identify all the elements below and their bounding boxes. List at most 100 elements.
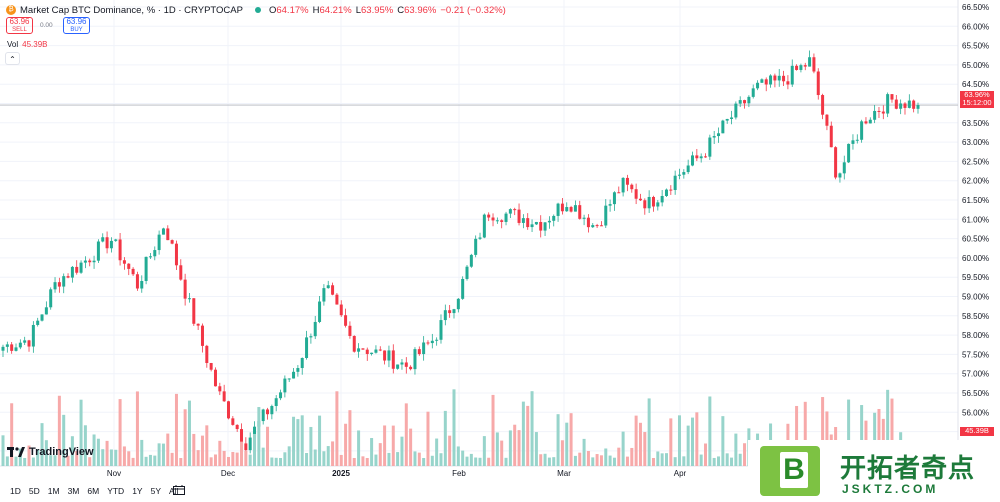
- volume-bar: [847, 399, 851, 466]
- candle-body: [764, 79, 768, 85]
- candle-body: [474, 238, 478, 255]
- volume-bar: [170, 452, 174, 466]
- volume-bar: [96, 438, 100, 466]
- volume-bar: [274, 457, 278, 466]
- volume-bar: [209, 457, 213, 466]
- candle-body: [604, 205, 608, 226]
- volume-bar: [664, 453, 668, 466]
- candle-body: [400, 362, 404, 365]
- candle-body: [591, 225, 595, 228]
- candle-body: [18, 342, 22, 348]
- y-tick-label: 57.50%: [962, 350, 989, 359]
- range-1m[interactable]: 1M: [47, 486, 60, 496]
- candle-body: [691, 155, 695, 166]
- candle-body: [669, 189, 673, 191]
- candle-body: [677, 174, 681, 176]
- candle-body: [213, 369, 217, 387]
- candle-body: [808, 57, 812, 67]
- candle-body: [287, 378, 291, 380]
- volume-bar: [135, 391, 139, 466]
- volume-bar: [591, 457, 595, 466]
- volume-bar: [660, 453, 664, 466]
- y-tick-label: 56.50%: [962, 389, 989, 398]
- volume-bar: [118, 399, 122, 466]
- calendar-icon[interactable]: [173, 485, 185, 495]
- volume-bar: [322, 451, 326, 466]
- candle-body: [174, 243, 178, 266]
- volume-bar: [387, 452, 391, 466]
- buy-button[interactable]: 63.96 BUY: [63, 17, 90, 34]
- candle-body: [851, 140, 855, 144]
- candle-body: [183, 279, 187, 299]
- x-tick-label: Nov: [107, 469, 121, 478]
- range-5y[interactable]: 5Y: [150, 486, 161, 496]
- sell-button[interactable]: 63.96 SELL: [6, 17, 33, 34]
- y-tick-label: 62.00%: [962, 177, 989, 186]
- volume-bar: [508, 430, 512, 466]
- volume-bar: [213, 454, 217, 466]
- volume-bar: [335, 391, 339, 466]
- candle-body: [656, 202, 660, 207]
- volume-bar: [92, 434, 96, 466]
- candle-body: [595, 225, 599, 227]
- volume-bar: [422, 457, 426, 466]
- volume-bar: [439, 453, 443, 466]
- candle-body: [565, 207, 569, 212]
- candle-body: [539, 221, 543, 231]
- range-6m[interactable]: 6M: [87, 486, 100, 496]
- candle-body: [717, 133, 721, 137]
- candle-body: [53, 282, 57, 290]
- candle-body: [881, 111, 885, 114]
- candle-body: [747, 96, 751, 104]
- symbol-title[interactable]: Market Cap BTC Dominance, % · 1D · CRYPT…: [20, 4, 243, 16]
- candle-body: [88, 260, 92, 263]
- range-ytd[interactable]: YTD: [107, 486, 125, 496]
- volume-bar: [101, 449, 105, 466]
- candle-body: [396, 364, 400, 369]
- candle-body: [361, 348, 365, 350]
- range-1y[interactable]: 1Y: [132, 486, 143, 496]
- candle-body: [335, 294, 339, 305]
- volume-bar: [153, 455, 157, 466]
- candle-body: [435, 339, 439, 341]
- candle-body: [916, 105, 920, 109]
- candle-body: [27, 340, 31, 347]
- volume-bar: [279, 458, 283, 466]
- candle-body: [756, 82, 760, 89]
- range-5d[interactable]: 5D: [28, 486, 40, 496]
- volume-bar: [474, 457, 478, 466]
- candle-body: [344, 315, 348, 326]
- candle-body: [699, 156, 703, 159]
- candle-body: [873, 110, 877, 120]
- collapse-legend-button[interactable]: ⌃: [5, 52, 20, 65]
- volume-bar: [187, 400, 191, 466]
- candle-body: [838, 173, 842, 178]
- volume-bar: [44, 440, 48, 466]
- candle-body: [704, 156, 708, 158]
- candle-body: [634, 189, 638, 199]
- volume-bar: [621, 431, 625, 466]
- watermark-logo-icon: B: [760, 446, 820, 496]
- ohlc-high-value: 64.21%: [319, 4, 352, 16]
- tradingview-logo[interactable]: TradingView: [7, 446, 94, 458]
- candle-body: [313, 321, 317, 337]
- candle-body: [517, 209, 521, 223]
- range-3m[interactable]: 3M: [67, 486, 80, 496]
- volume-bar: [534, 432, 538, 466]
- candle-body: [556, 203, 560, 216]
- candle-body: [122, 260, 126, 264]
- candle-body: [456, 298, 460, 310]
- volume-legend[interactable]: Vol 45.39B: [7, 40, 47, 49]
- volume-bar: [205, 425, 209, 466]
- volume-bar: [721, 416, 725, 466]
- range-1d[interactable]: 1D: [10, 486, 21, 496]
- volume-bar: [643, 432, 647, 466]
- candle-body: [96, 241, 100, 261]
- candle-body: [534, 221, 538, 225]
- candle-body: [5, 344, 9, 347]
- volume-bar: [309, 426, 313, 466]
- volume-bar: [695, 412, 699, 466]
- candle-body: [448, 310, 452, 314]
- candle-body: [326, 285, 330, 289]
